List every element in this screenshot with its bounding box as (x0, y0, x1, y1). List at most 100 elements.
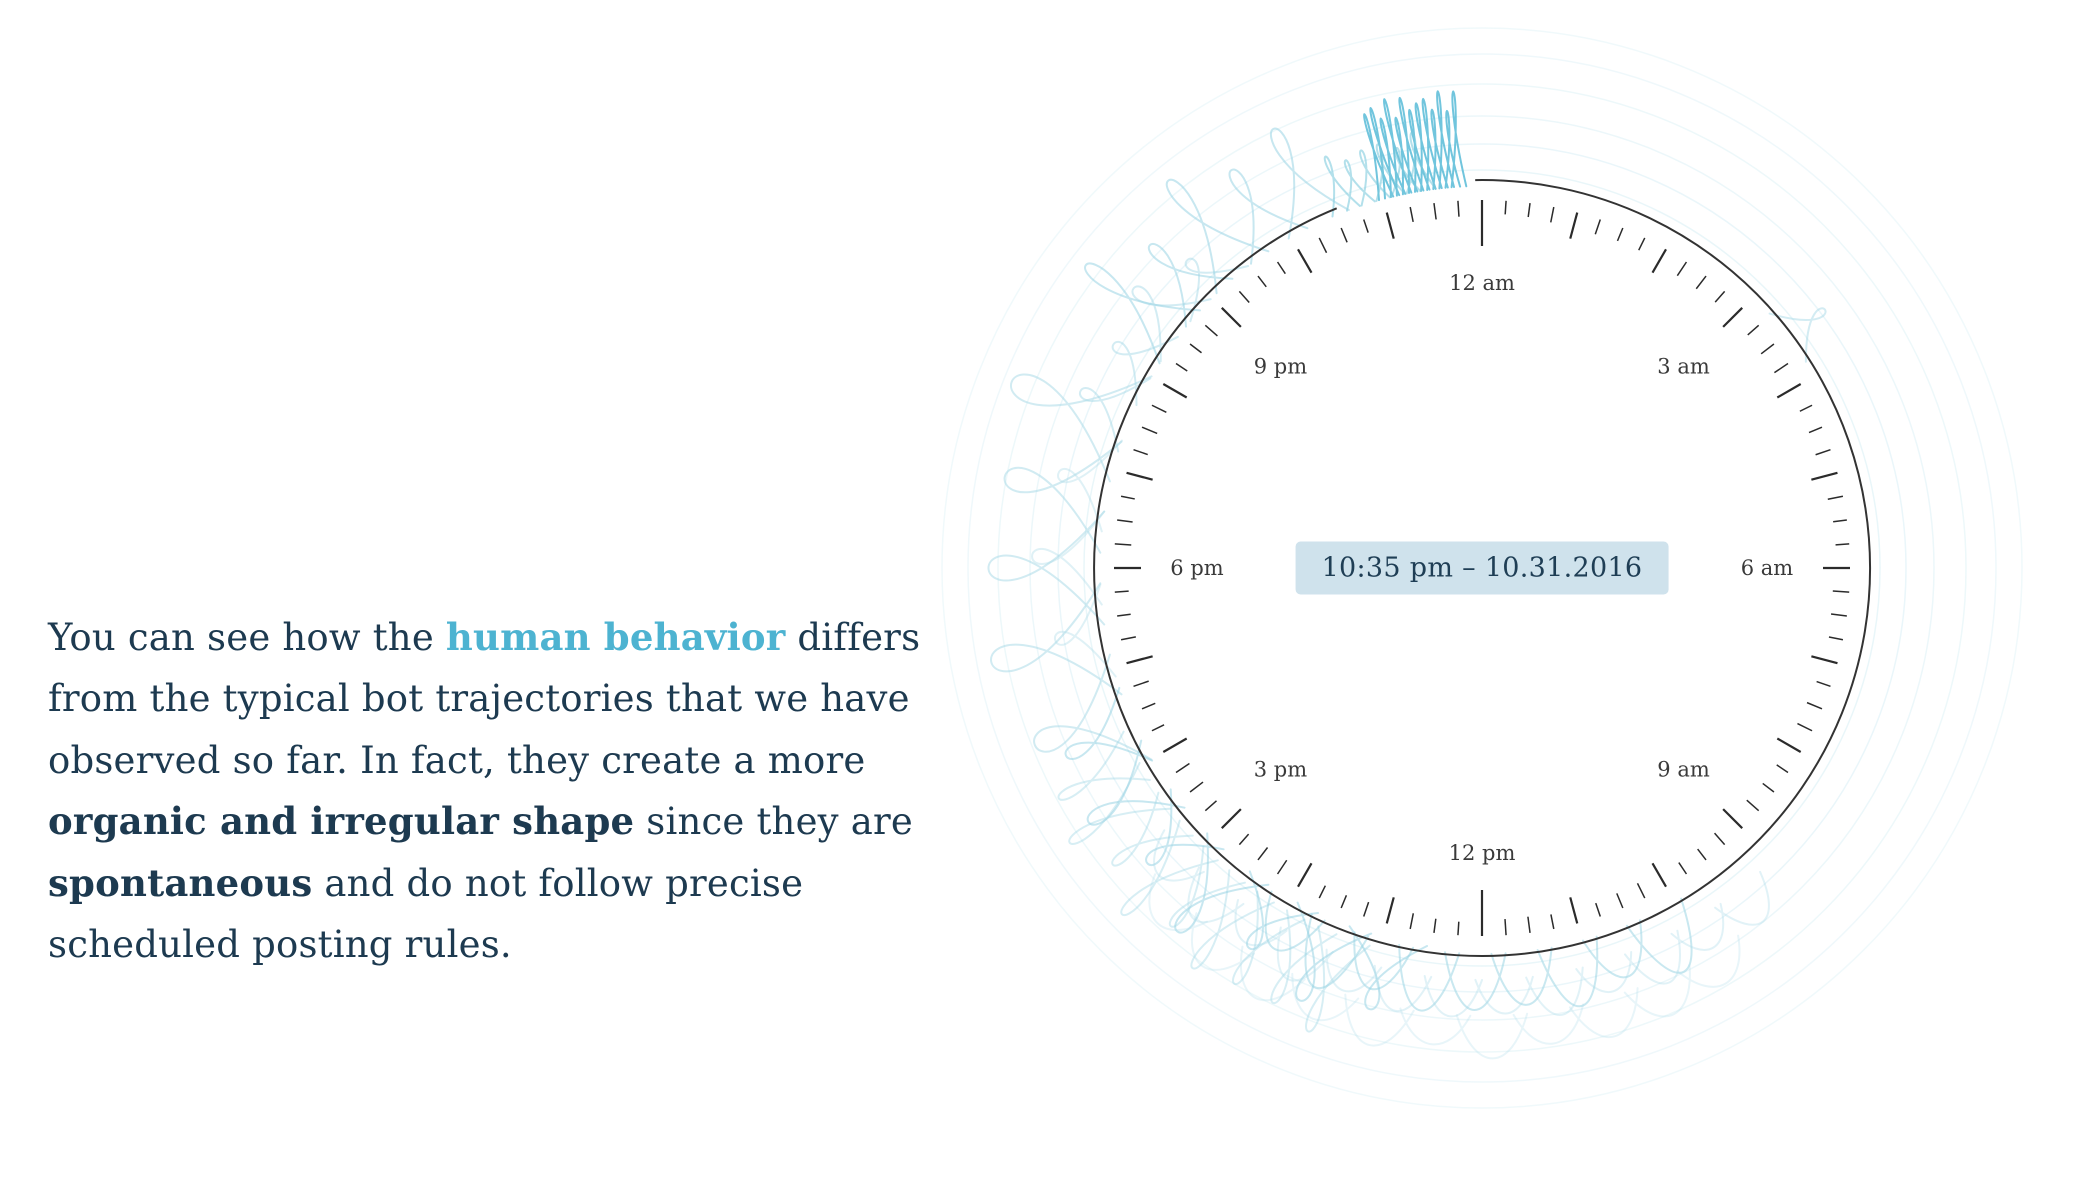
clock-tick (1799, 404, 1813, 412)
clock-tick (1363, 219, 1369, 233)
clock-tick (1827, 495, 1844, 500)
clock-svg: 12 am 3 am 6 am 9 am 12 pm 3 pm 6 pm 9 pm (941, 27, 2023, 1109)
clock-tick (1126, 655, 1153, 665)
clock-tick (1776, 383, 1802, 399)
orbit-circle (1057, 143, 1907, 993)
clock-tick (1385, 897, 1395, 924)
hour-label: 3 pm (1254, 758, 1307, 782)
clock-tick (1363, 901, 1370, 917)
clock-tick (1340, 895, 1348, 909)
text-segment-normal: and do not follow precise scheduled post… (48, 861, 804, 967)
clock-tick (1175, 362, 1188, 372)
clock-tick (1776, 737, 1802, 753)
hour-label: 6 pm (1170, 556, 1223, 580)
clock-tick (1162, 383, 1188, 399)
clock-ring (1093, 179, 1872, 958)
clock-tick (1569, 897, 1579, 924)
clock-tick (1385, 212, 1395, 239)
clock-tick (1713, 832, 1726, 846)
orbit-circle (1029, 115, 1935, 1021)
trajectory-garland (1031, 439, 1123, 678)
clock-ticks (1114, 200, 1850, 936)
trajectory-garland (987, 373, 1153, 761)
clock-hour-labels: 12 am 3 am 6 am 9 am 12 pm 3 pm 6 pm 9 pm (1170, 271, 1793, 865)
clock-tick (1747, 324, 1760, 336)
clock-tick (1835, 543, 1850, 546)
hour-label: 9 am (1657, 758, 1710, 782)
clock-tick (1276, 859, 1288, 875)
clock-tick (1569, 212, 1579, 239)
clock-tick (1340, 227, 1348, 243)
text-segment-normal: differs from the typical bot trajectorie… (48, 616, 921, 782)
clock-tick (1651, 248, 1667, 274)
clock-tick (1297, 248, 1313, 274)
orbit-circle (1083, 169, 1881, 967)
trajectory-garland (1153, 829, 1770, 1018)
text-segment-normal: since they are (634, 800, 913, 844)
clock-tick (1457, 921, 1460, 936)
clock-tick (1257, 847, 1269, 861)
clock-circle (1093, 179, 1872, 958)
clock-tick (1594, 219, 1601, 235)
clock-tick (1722, 307, 1743, 328)
trajectory-garland (1148, 873, 1741, 1060)
clock-tick (1678, 862, 1688, 875)
orbit-circle (967, 53, 1997, 1083)
clock-tick (1221, 808, 1242, 829)
clock-tick (1714, 290, 1726, 303)
clock-tick (1162, 737, 1188, 753)
clock-tick (1409, 206, 1414, 223)
trajectory-garland (1084, 127, 1350, 365)
clock-tick (1117, 613, 1131, 617)
clock-tick (1527, 916, 1531, 933)
clock-visualization[interactable]: 12 am 3 am 6 am 9 am 12 pm 3 pm 6 pm 9 pm (882, 0, 2082, 1168)
trajectory-garland (1064, 686, 1428, 1011)
clock-tick (1811, 471, 1838, 481)
trajectory-garland (1363, 90, 1468, 202)
clock-tick (1151, 724, 1165, 732)
text-segment-bold: organic and irregular shape (48, 799, 635, 844)
clock-tick (1550, 206, 1555, 223)
clock-tick (1257, 275, 1267, 288)
clock-tick (1457, 200, 1460, 217)
clock-tick (1638, 237, 1646, 251)
clock-tick (1175, 762, 1190, 774)
clock-tick (1151, 404, 1167, 414)
clock-tick (1504, 200, 1507, 215)
clock-tick (1189, 343, 1202, 354)
trajectory-garland (1057, 730, 1371, 1033)
clock-tick (1318, 237, 1328, 254)
orbit-circle (941, 27, 2023, 1109)
trajectory-loops (987, 90, 1827, 1060)
clock-tick (1114, 543, 1132, 546)
clock-tick (1120, 636, 1136, 641)
clock-tick (1133, 680, 1149, 687)
hour-label: 6 am (1741, 556, 1794, 580)
hour-label: 3 am (1657, 354, 1710, 378)
clock-tick (1816, 680, 1831, 687)
clock-tick (1141, 426, 1158, 435)
time-tooltip: 10:35 pm – 10.31.2016 (1295, 541, 1669, 595)
clock-tick (1797, 722, 1813, 732)
clock-tick (1811, 655, 1838, 665)
trajectory-garland (1079, 257, 1250, 453)
clock-tick (1114, 590, 1129, 593)
orbit-circle (997, 83, 1967, 1053)
clock-tick (1636, 882, 1646, 899)
clock-tick (1117, 519, 1133, 523)
clock-tick (1204, 324, 1218, 337)
text-segment-bold: spontaneous (48, 860, 313, 905)
clock-tick (1697, 848, 1707, 861)
clock-tick (1806, 701, 1823, 710)
clock-tick (1409, 913, 1415, 930)
clock-tick (1832, 590, 1850, 593)
clock-tick (1695, 275, 1707, 290)
clock-tick (1776, 764, 1789, 774)
clock-tick (1189, 781, 1204, 793)
trajectory-garland (1323, 131, 1437, 218)
clock-tick (1276, 261, 1286, 275)
clock-tick (1120, 495, 1135, 500)
clock-tick (1318, 885, 1327, 899)
clock-tick (1676, 261, 1688, 277)
